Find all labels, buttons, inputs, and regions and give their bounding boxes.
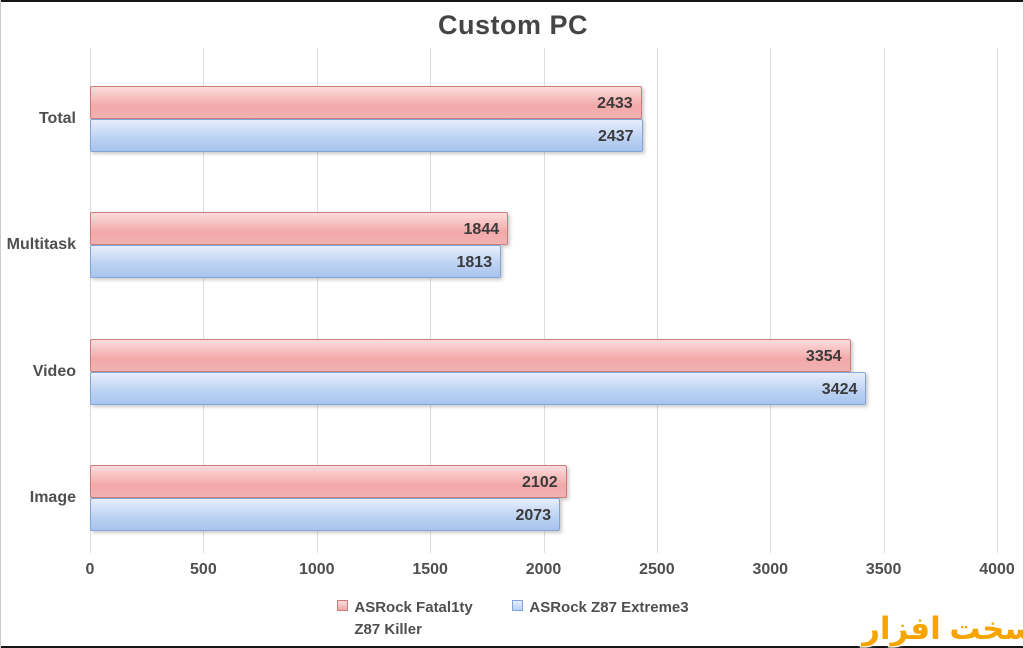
plot-area: 2433 2437 1844 1813 3354 3424 2102 2073 bbox=[90, 48, 998, 553]
watermark: سخت افزار bbox=[862, 611, 1024, 646]
legend-item-series2: ASRock Z87 Extreme3 bbox=[512, 597, 689, 619]
legend-swatch-icon bbox=[337, 600, 349, 611]
category-label-total: Total bbox=[38, 110, 76, 127]
x-tick-label-2000: 2000 bbox=[525, 561, 562, 578]
gridline-3500 bbox=[883, 48, 885, 553]
legend-swatch-icon bbox=[512, 600, 524, 611]
bar-value-label: 2102 bbox=[522, 474, 558, 491]
legend-label: ASRock Fatal1ty Z87 Killer bbox=[354, 599, 473, 638]
chart-title: Custom PC bbox=[437, 10, 588, 40]
bar-value-label: 3424 bbox=[821, 381, 858, 398]
gridline-0 bbox=[90, 48, 91, 553]
bar-video-series2: 3424 bbox=[90, 372, 867, 405]
bar-image-series2: 2073 bbox=[90, 498, 561, 531]
x-tick-label-3500: 3500 bbox=[865, 561, 902, 578]
category-label-multitask: Multitask bbox=[6, 236, 76, 253]
bar-value-label: 2433 bbox=[597, 95, 633, 112]
x-tick-label-500: 500 bbox=[190, 561, 217, 578]
legend-label: ASRock Z87 Extreme3 bbox=[529, 599, 689, 616]
gridline-1000 bbox=[316, 48, 318, 553]
bar-value-label: 2437 bbox=[597, 128, 634, 145]
bar-total-series2: 2437 bbox=[90, 119, 643, 152]
gridline-2500 bbox=[656, 48, 658, 553]
gridline-1500 bbox=[430, 48, 432, 553]
gridline-4000 bbox=[997, 48, 998, 553]
gridline-500 bbox=[203, 48, 205, 553]
x-tick-label-1500: 1500 bbox=[412, 561, 448, 578]
bar-total-series1: 2433 bbox=[90, 86, 642, 119]
bar-multitask-series1: 1844 bbox=[90, 212, 509, 245]
bar-value-label: 2073 bbox=[515, 507, 552, 524]
x-tick-label-0: 0 bbox=[85, 561, 95, 578]
legend-item-series1: ASRock Fatal1ty Z87 Killer bbox=[337, 597, 476, 641]
x-tick-label-4000: 4000 bbox=[979, 561, 1015, 578]
x-tick-label-1000: 1000 bbox=[298, 561, 335, 578]
x-tick-label-3000: 3000 bbox=[752, 561, 789, 578]
x-tick-label-2500: 2500 bbox=[639, 561, 675, 578]
legend: ASRock Fatal1ty Z87 Killer ASRock Z87 Ext… bbox=[1, 597, 1023, 641]
bar-multitask-series2: 1813 bbox=[90, 245, 502, 278]
value-axis: 0 500 1000 1500 2000 2500 3000 3500 4000 bbox=[86, 560, 1015, 582]
category-axis: Total Multitask Video Image bbox=[1, 48, 76, 553]
category-label-image: Image bbox=[29, 489, 76, 506]
gridline-2000 bbox=[543, 48, 545, 553]
frame-top-bar bbox=[1, 0, 1023, 2]
category-label-video: Video bbox=[32, 363, 76, 380]
bar-video-series1: 3354 bbox=[90, 339, 851, 372]
bar-value-label: 3354 bbox=[805, 348, 842, 365]
gridline-3000 bbox=[770, 48, 772, 553]
frame-bottom-bar bbox=[1, 646, 1023, 648]
bar-image-series1: 2102 bbox=[90, 465, 567, 498]
bar-value-label: 1813 bbox=[456, 254, 493, 271]
bar-value-label: 1844 bbox=[463, 221, 500, 238]
